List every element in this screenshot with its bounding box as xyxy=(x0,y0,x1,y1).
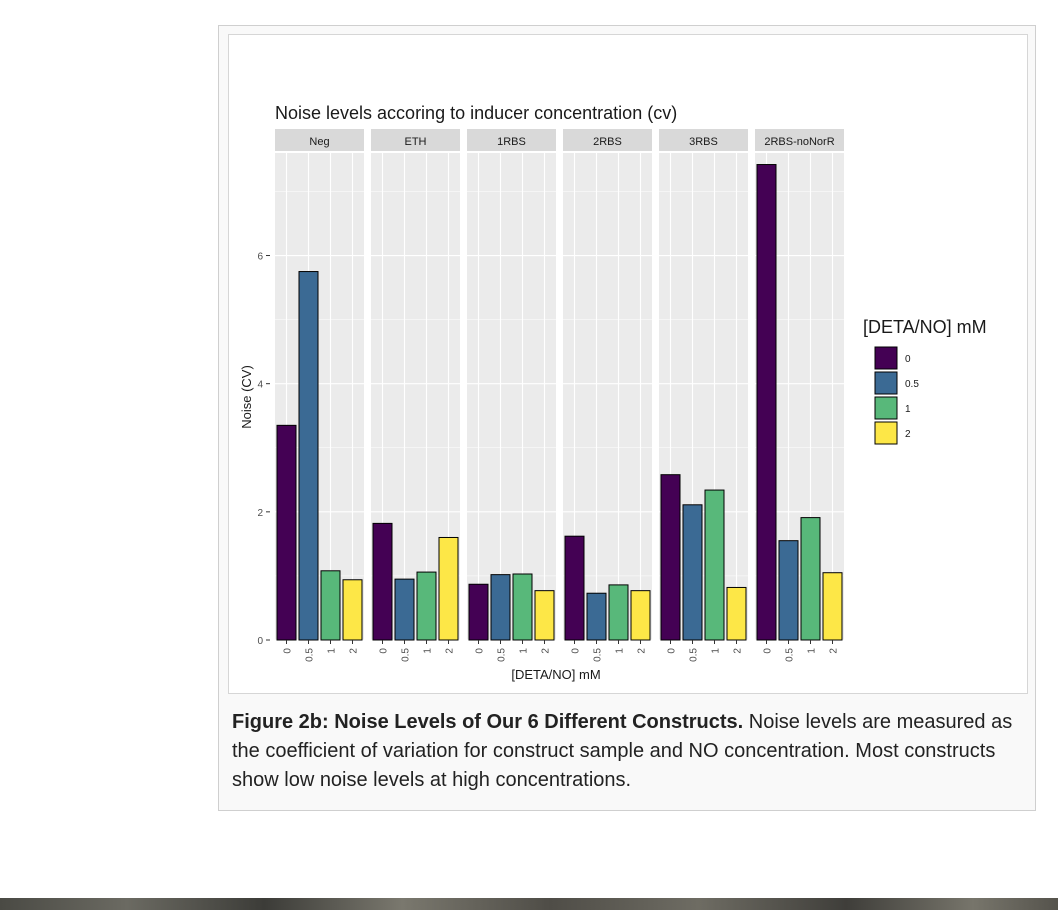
x-tick-label-1RBS-2: 2 xyxy=(541,648,552,654)
bar-2RBS-0.5 xyxy=(586,592,607,641)
x-tick-label-2RBS-noNorR-1: 1 xyxy=(807,648,818,654)
x-tick-label-3RBS-2: 2 xyxy=(733,648,744,654)
facet-strip-2RBS-noNorR xyxy=(755,129,844,151)
bar-1RBS-0.5 xyxy=(490,574,511,641)
x-tick-label-3RBS-1: 1 xyxy=(711,648,722,654)
facet-label-Neg: Neg xyxy=(309,136,329,148)
bar-3RBS-2 xyxy=(726,586,747,641)
bar-2RBS-0 xyxy=(564,535,585,641)
facet-label-2RBS: 2RBS xyxy=(593,136,622,148)
x-tick-label-ETH-1: 1 xyxy=(423,648,434,654)
caption-title: Figure 2b: Noise Levels of Our 6 Differe… xyxy=(232,711,744,733)
caption-text: Noise levels are measured as the coeffic… xyxy=(232,711,1013,791)
legend-label-2: 2 xyxy=(905,429,911,440)
facet-strip-1RBS xyxy=(467,129,556,151)
chart-title: Noise levels accoring to inducer concent… xyxy=(275,103,677,123)
facet-label-3RBS: 3RBS xyxy=(689,136,718,148)
bar-Neg-2 xyxy=(342,579,363,641)
noise-bar-chart: Noise levels accoring to inducer concent… xyxy=(239,103,987,682)
x-tick-label-2RBS-2: 2 xyxy=(637,648,648,654)
x-tick-label-3RBS-0: 0 xyxy=(667,648,678,654)
legend-swatch-0 xyxy=(874,346,898,370)
y-tick-label-0: 0 xyxy=(257,636,263,647)
y-axis-label: Noise (CV) xyxy=(239,365,254,429)
bar-ETH-1 xyxy=(416,571,437,641)
facet-label-1RBS: 1RBS xyxy=(497,136,526,148)
bar-2RBS-1 xyxy=(608,584,629,641)
bar-ETH-0 xyxy=(372,522,393,641)
x-tick-label-2RBS-noNorR-0.5: 0.5 xyxy=(785,648,796,662)
legend-label-0: 0 xyxy=(905,354,911,365)
x-tick-label-2RBS-0.5: 0.5 xyxy=(593,648,604,662)
y-tick-label-2: 2 xyxy=(257,508,263,519)
x-tick-label-1RBS-0.5: 0.5 xyxy=(497,648,508,662)
legend-swatch-2 xyxy=(874,421,898,445)
bar-1RBS-2 xyxy=(534,590,555,641)
facet-label-2RBS-noNorR: 2RBS-noNorR xyxy=(764,136,834,148)
figure-caption: Figure 2b: Noise Levels of Our 6 Differe… xyxy=(232,708,1022,795)
bar-2RBS-noNorR-2 xyxy=(822,572,843,641)
plot-card: Noise levels accoring to inducer concent… xyxy=(228,34,1028,694)
facet-label-ETH: ETH xyxy=(405,136,427,148)
legend-swatch-1 xyxy=(874,396,898,420)
x-tick-label-2RBS-noNorR-2: 2 xyxy=(829,648,840,654)
x-tick-label-2RBS-1: 1 xyxy=(615,648,626,654)
legend-label-1: 1 xyxy=(905,404,911,415)
bar-2RBS-noNorR-0.5 xyxy=(778,540,799,641)
legend-swatch-0.5 xyxy=(874,371,898,395)
x-tick-label-ETH-2: 2 xyxy=(445,648,456,654)
bar-2RBS-noNorR-0 xyxy=(756,164,777,641)
y-tick-label-6: 6 xyxy=(257,252,263,263)
facet-panel-1RBS xyxy=(467,153,556,640)
bar-3RBS-0.5 xyxy=(682,504,703,641)
bar-Neg-1 xyxy=(320,570,341,641)
x-tick-label-1RBS-1: 1 xyxy=(519,648,530,654)
legend-title: [DETA/NO] mM xyxy=(863,317,987,337)
bar-1RBS-1 xyxy=(512,573,533,641)
bar-3RBS-0 xyxy=(660,474,681,641)
legend-label-0.5: 0.5 xyxy=(905,379,919,390)
bar-2RBS-2 xyxy=(630,590,651,641)
x-tick-label-Neg-0.5: 0.5 xyxy=(305,648,316,662)
y-tick-label-4: 4 xyxy=(257,380,263,391)
bar-Neg-0 xyxy=(276,424,297,641)
facet-strip-ETH xyxy=(371,129,460,151)
x-axis-label: [DETA/NO] mM xyxy=(511,667,600,682)
bar-2RBS-noNorR-1 xyxy=(800,517,821,641)
facet-strip-2RBS xyxy=(563,129,652,151)
x-tick-label-ETH-0: 0 xyxy=(379,648,390,654)
x-tick-label-Neg-0: 0 xyxy=(283,648,294,654)
x-tick-label-3RBS-0.5: 0.5 xyxy=(689,648,700,662)
bar-ETH-2 xyxy=(438,536,459,641)
x-tick-label-ETH-0.5: 0.5 xyxy=(401,648,412,662)
bar-1RBS-0 xyxy=(468,583,489,641)
x-tick-label-2RBS-0: 0 xyxy=(571,648,582,654)
background-image-strip xyxy=(0,898,1058,910)
x-tick-label-2RBS-noNorR-0: 0 xyxy=(763,648,774,654)
x-tick-label-Neg-1: 1 xyxy=(327,648,338,654)
bar-ETH-0.5 xyxy=(394,578,415,641)
bar-Neg-0.5 xyxy=(298,271,319,641)
facet-strip-Neg xyxy=(275,129,364,151)
x-tick-label-Neg-2: 2 xyxy=(349,648,360,654)
bar-3RBS-1 xyxy=(704,489,725,641)
facet-strip-3RBS xyxy=(659,129,748,151)
x-tick-label-1RBS-0: 0 xyxy=(475,648,486,654)
